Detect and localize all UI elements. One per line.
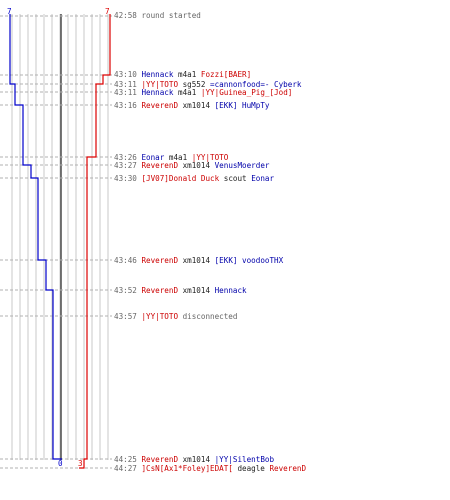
event-weapon: xm1014 <box>182 256 211 265</box>
event-killer: Hennack <box>141 88 174 97</box>
event-row: 44:25 ReverenD xm1014 |YY|SilentBob <box>114 455 274 464</box>
event-row: 43:57 |YY|TOTO disconnected <box>114 312 237 321</box>
event-killer: |YY|TOTO <box>141 80 179 89</box>
red-end-count: 3 <box>78 459 83 468</box>
event-time: 44:27 <box>114 464 137 473</box>
event-victim: Hennack <box>214 286 247 295</box>
blue-end-count: 0 <box>58 459 63 468</box>
event-time: 43:52 <box>114 286 137 295</box>
event-time: 42:58 <box>114 11 137 20</box>
blue-team-alive-line <box>9 14 62 460</box>
event-time: 43:46 <box>114 256 137 265</box>
event-killer: ReverenD <box>141 256 179 265</box>
event-weapon: xm1014 <box>182 286 211 295</box>
event-victim: |YY|TOTO <box>191 153 229 162</box>
event-killer: [JV07]Donald Duck <box>141 174 220 183</box>
event-time: 43:16 <box>114 101 137 110</box>
event-weapon: sg552 <box>182 80 206 89</box>
event-victim: VenusMoerder <box>214 161 270 170</box>
red-start-count: 7 <box>105 7 110 16</box>
event-weapon: xm1014 <box>182 101 211 110</box>
event-status-text: disconnected <box>182 312 238 321</box>
event-weapon: deagle <box>237 464 265 473</box>
event-row: 43:16 ReverenD xm1014 [EKK] HuMpTy <box>114 101 269 110</box>
blue-start-count: 7 <box>7 7 12 16</box>
event-time: 43:26 <box>114 153 137 162</box>
event-player: |YY|TOTO <box>141 312 179 321</box>
event-row: 43:27 ReverenD xm1014 VenusMoerder <box>114 161 269 170</box>
event-row: 43:11 |YY|TOTO sg552 =cannonfood=- Cyber… <box>114 80 301 89</box>
event-time: 43:11 <box>114 88 137 97</box>
event-killer: Hennack <box>141 70 174 79</box>
event-weapon: xm1014 <box>182 161 211 170</box>
event-victim: ReverenD <box>269 464 307 473</box>
event-weapon: m4a1 <box>178 70 197 79</box>
event-time: 43:11 <box>114 80 137 89</box>
event-row: 43:10 Hennack m4a1 Fozzi[BAER] <box>114 70 251 79</box>
event-time: 43:27 <box>114 161 137 170</box>
event-time: 43:57 <box>114 312 137 321</box>
event-victim: |YY|Guinea_Pig_[Jod] <box>200 88 293 97</box>
event-victim: Fozzi[BAER] <box>200 70 252 79</box>
event-victim: |YY|SilentBob <box>214 455 275 464</box>
event-killer: ReverenD <box>141 101 179 110</box>
event-victim: =cannonfood=- Cyberk <box>210 80 302 89</box>
red-team-alive-line <box>79 14 111 469</box>
alive-players-timeline <box>0 14 112 469</box>
event-victim: [EKK] HuMpTy <box>214 101 270 110</box>
event-time: 44:25 <box>114 455 137 464</box>
event-status-text: round started <box>141 11 201 20</box>
event-killer: ReverenD <box>141 455 179 464</box>
event-weapon: xm1014 <box>182 455 211 464</box>
event-row: 42:58 round started <box>114 11 201 20</box>
event-killer: Eonar <box>141 153 165 162</box>
event-row: 43:30 [JV07]Donald Duck scout Eonar <box>114 174 274 183</box>
event-weapon: m4a1 <box>168 153 188 162</box>
event-victim: Eonar <box>251 174 275 183</box>
event-row: 43:11 Hennack m4a1 |YY|Guinea_Pig_[Jod] <box>114 88 292 97</box>
event-weapon: scout <box>223 174 247 183</box>
event-row: 43:52 ReverenD xm1014 Hennack <box>114 286 247 295</box>
event-victim: [EKK] voodooTHX <box>214 256 284 265</box>
event-killer: ]CsN[Ax1*Foley]EDAT[ <box>141 464 233 473</box>
event-killer: ReverenD <box>141 161 179 170</box>
event-weapon: m4a1 <box>178 88 197 97</box>
event-row: 43:46 ReverenD xm1014 [EKK] voodooTHX <box>114 256 283 265</box>
event-time: 43:30 <box>114 174 137 183</box>
event-row: 44:27 ]CsN[Ax1*Foley]EDAT[ deagle Revere… <box>114 464 306 473</box>
event-killer: ReverenD <box>141 286 179 295</box>
event-row: 43:26 Eonar m4a1 |YY|TOTO <box>114 153 228 162</box>
event-time: 43:10 <box>114 70 137 79</box>
